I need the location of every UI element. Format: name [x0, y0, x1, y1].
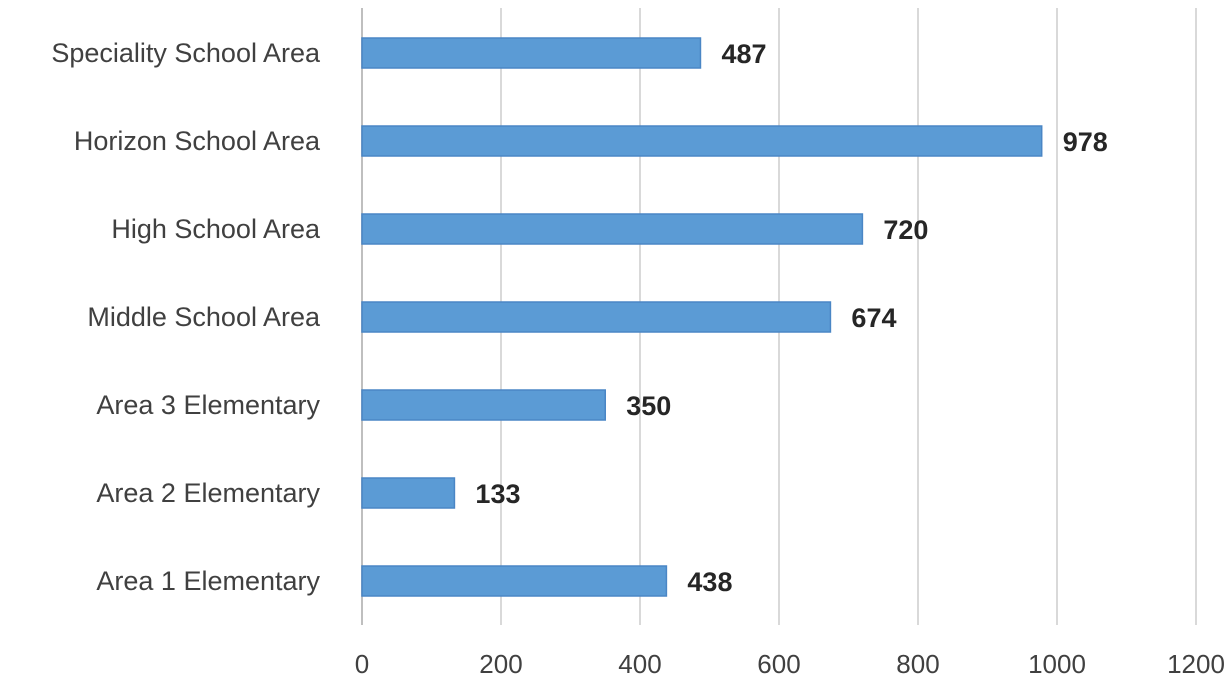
x-tick-label: 600	[757, 649, 800, 679]
data-label: 978	[1063, 127, 1108, 157]
data-label: 350	[626, 391, 671, 421]
category-label: Area 2 Elementary	[96, 478, 320, 508]
category-labels: Speciality School Area Horizon School Are…	[51, 38, 321, 596]
category-label: Horizon School Area	[74, 126, 321, 156]
category-label: Middle School Area	[87, 302, 321, 332]
bar	[361, 301, 832, 333]
bar	[361, 565, 668, 597]
data-label: 674	[851, 303, 896, 333]
x-axis-ticks: 0 200 400 600 800 1000 1200	[355, 649, 1225, 679]
x-tick-label: 200	[479, 649, 522, 679]
category-label: High School Area	[111, 214, 321, 244]
data-label: 487	[721, 39, 766, 69]
x-tick-label: 800	[896, 649, 939, 679]
x-tick-label: 400	[618, 649, 661, 679]
x-tick-label: 1000	[1028, 649, 1086, 679]
bar	[361, 477, 456, 509]
category-label: Area 1 Elementary	[96, 566, 320, 596]
data-label: 133	[475, 479, 520, 509]
bar	[361, 125, 1043, 157]
category-label: Area 3 Elementary	[96, 390, 320, 420]
bars	[361, 37, 1043, 597]
x-tick-label: 1200	[1167, 649, 1225, 679]
bar	[361, 213, 864, 245]
category-label: Speciality School Area	[51, 38, 321, 68]
data-label: 438	[687, 567, 732, 597]
data-labels: 487 978 720 674 350 133 438	[475, 39, 1107, 597]
bar	[361, 389, 606, 421]
data-label: 720	[883, 215, 928, 245]
bar	[361, 37, 702, 69]
x-tick-label: 0	[355, 649, 369, 679]
